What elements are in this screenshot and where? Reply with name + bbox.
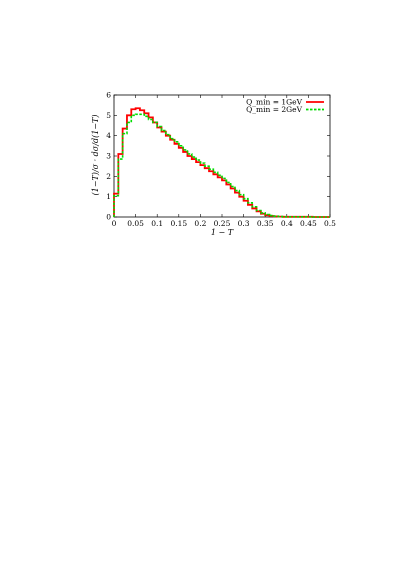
series-line-1: [113, 107, 330, 218]
x-tick-label: 0: [112, 219, 117, 228]
axis-ticks: 0 0.05 0.1 0.15 0.2 0.25 0.3 0.35 0.4 0.45 0.5 0 1 2 3…: [106, 91, 336, 229]
series-layer: [113, 107, 330, 218]
y-tick-label: 6: [106, 91, 111, 100]
x-axis-title: 1 − T: [211, 228, 234, 237]
x-tick-label: 0.3: [238, 219, 250, 228]
y-tick-label: 4: [106, 131, 111, 140]
y-axis-title: (1−T)/σ · dσ/d(1−T): [91, 115, 100, 196]
x-tick-label: 0.25: [214, 219, 231, 228]
x-tick-label: 0.4: [281, 219, 293, 228]
legend-label-2: Q_min = 2GeV: [246, 105, 302, 114]
y-tick-label: 2: [106, 172, 111, 181]
x-tick-label: 0.1: [151, 219, 163, 228]
y-tick-label: 1: [106, 192, 111, 201]
series-line-2: [113, 113, 330, 218]
x-tick-label: 0.15: [170, 219, 187, 228]
legend-label-1: Q_min = 1GeV: [246, 98, 302, 107]
y-tick-label: 3: [106, 152, 111, 161]
x-tick-label: 0.45: [300, 219, 317, 228]
x-tick-label: 0.5: [324, 219, 336, 228]
x-tick-label: 0.05: [127, 219, 144, 228]
x-tick-label: 0.35: [257, 219, 274, 228]
x-tick-label: 0.2: [194, 219, 206, 228]
y-tick-label: 5: [106, 111, 111, 120]
y-tick-label: 0: [106, 213, 111, 222]
